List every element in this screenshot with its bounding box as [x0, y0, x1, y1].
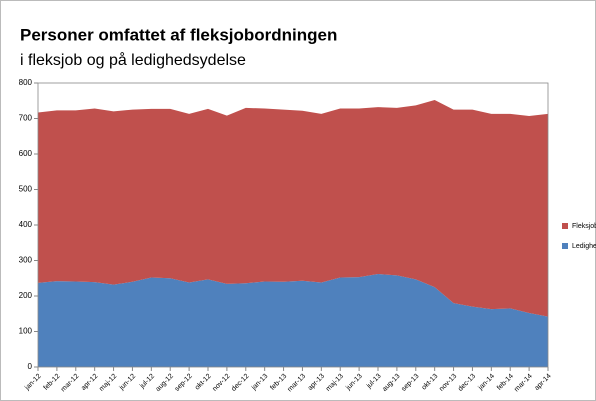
legend-label: Ledighedsydelse — [572, 243, 596, 250]
y-tick-label: 200 — [19, 291, 33, 300]
y-tick-label: 800 — [19, 78, 33, 87]
legend-label: Fleksjob — [572, 223, 596, 230]
legend-swatch — [562, 243, 568, 249]
chart-subtitle: i fleksjob og på ledighedsydelse — [20, 51, 246, 69]
y-tick-label: 500 — [19, 185, 33, 194]
area — [38, 100, 548, 317]
legend-swatch — [562, 223, 568, 229]
chart-title: Personer omfattet af fleksjobordningen — [20, 25, 337, 44]
y-tick-label: 300 — [19, 256, 33, 265]
y-tick-label: 0 — [28, 362, 33, 371]
y-tick-label: 400 — [19, 220, 33, 229]
y-tick-label: 100 — [19, 327, 33, 336]
y-tick-label: 600 — [19, 149, 33, 158]
y-tick-label: 700 — [19, 114, 33, 123]
area — [38, 273, 548, 367]
